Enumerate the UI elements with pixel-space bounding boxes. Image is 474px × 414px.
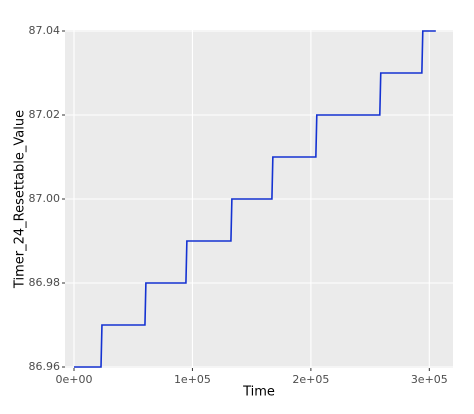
line-series — [74, 30, 436, 368]
y-axis-title: Timer_24_Resettable_Value — [13, 110, 28, 289]
y-tick-label: 87.00 — [29, 192, 61, 205]
x-tick-label: 0e+00 — [56, 373, 93, 386]
y-tick-label: 86.98 — [29, 276, 61, 289]
x-tick-label: 2e+05 — [292, 373, 329, 386]
y-tick-label: 87.04 — [29, 24, 61, 37]
y-tick-label: 86.96 — [29, 360, 61, 373]
x-axis-title: Time — [242, 385, 275, 400]
y-tick-label: 87.02 — [29, 108, 61, 121]
x-tick-label: 1e+05 — [174, 373, 211, 386]
x-tick-label: 3e+05 — [411, 373, 448, 386]
